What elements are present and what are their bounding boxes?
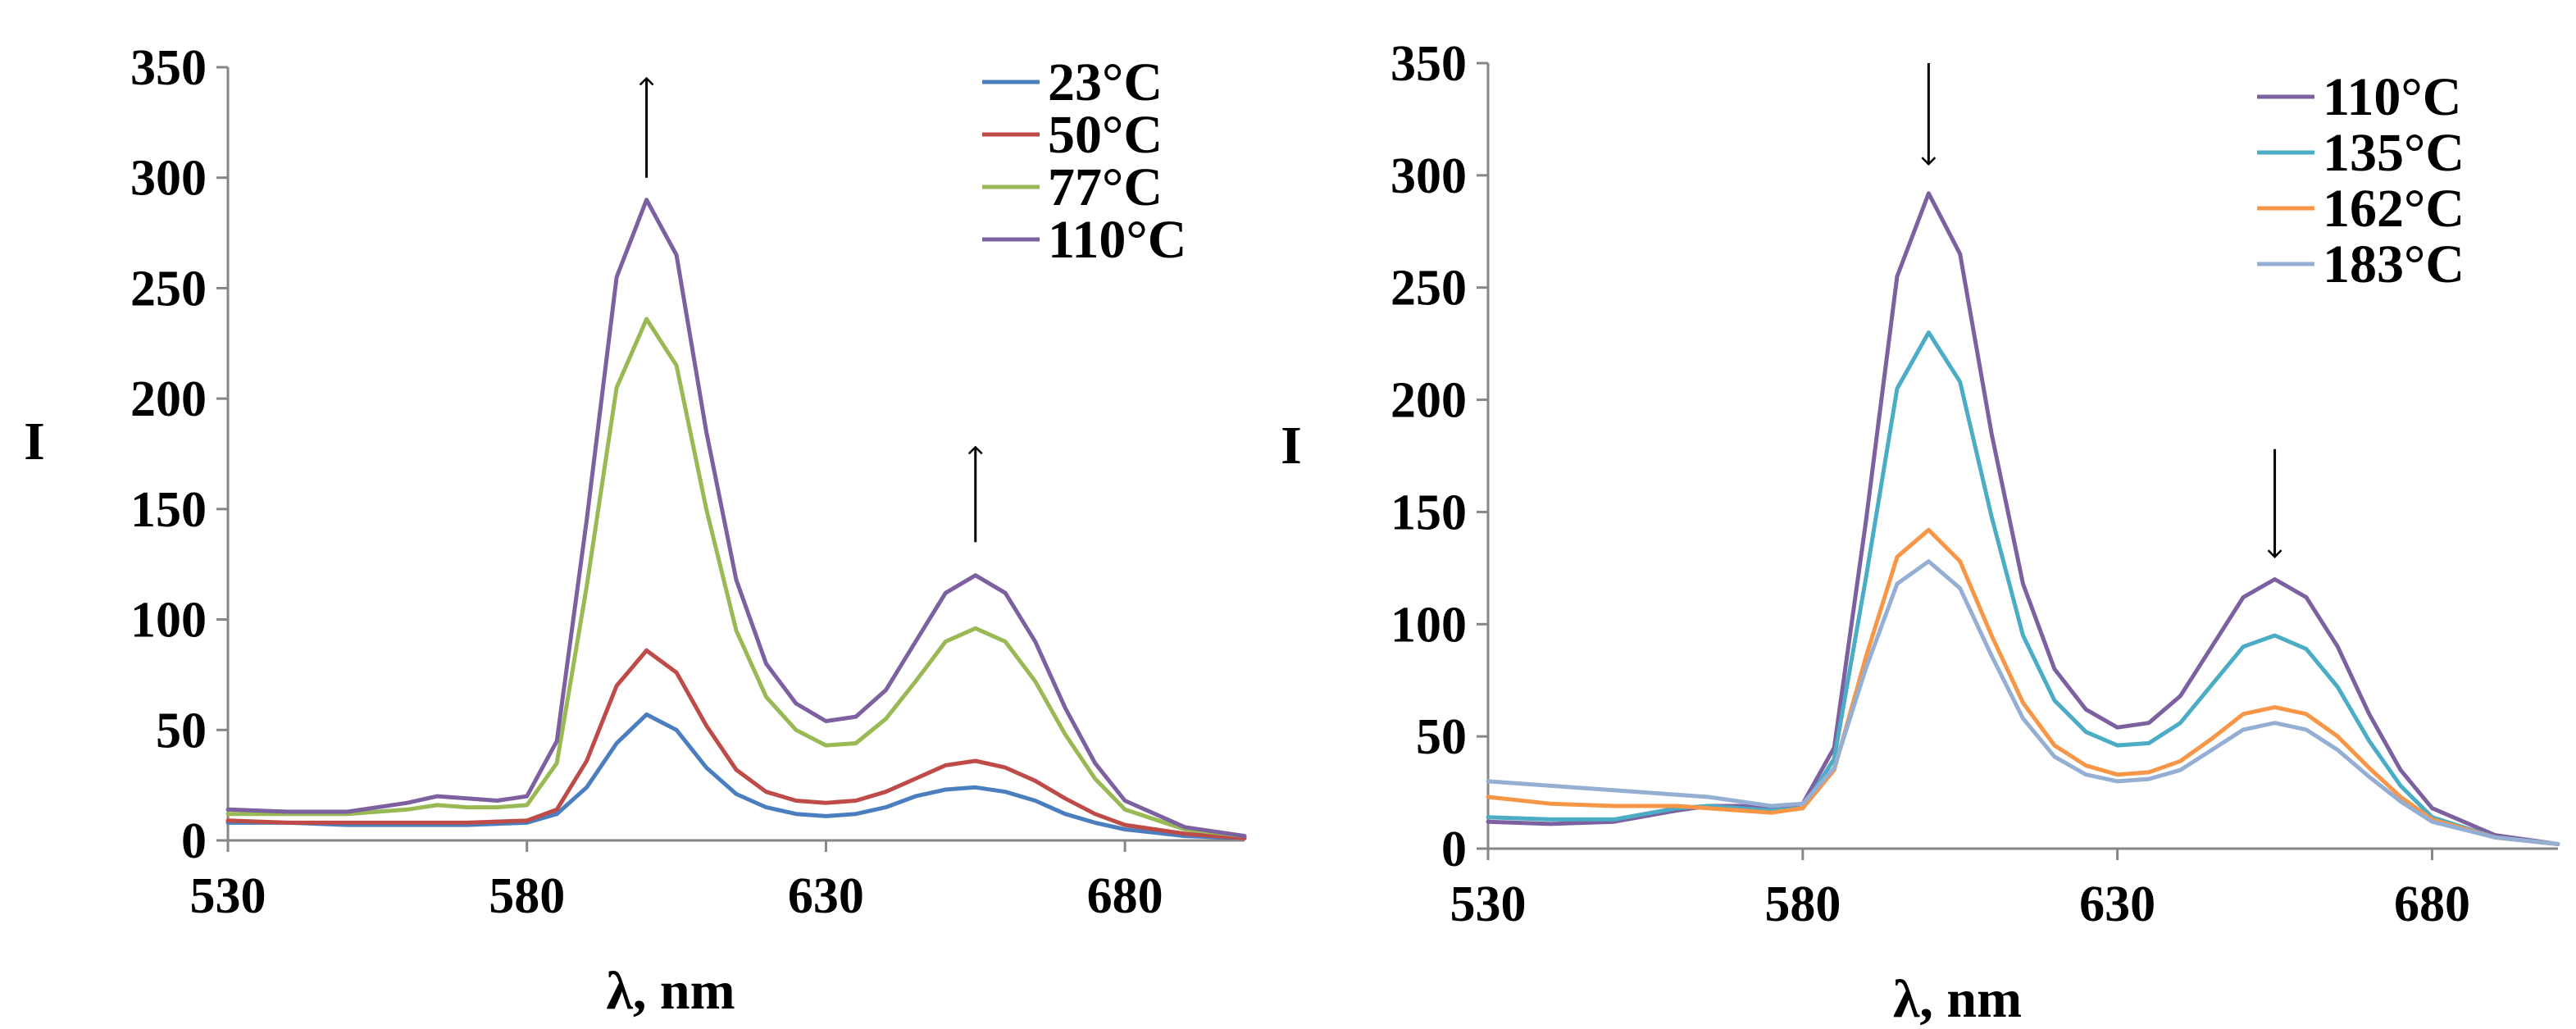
y-tick-label: 0 — [181, 813, 207, 869]
chart-left: 0 50 100 150 200 250 300 350 530 580 630 680 λ, nm I 2… — [24, 40, 1247, 1021]
series-line-77°C — [225, 316, 1247, 839]
y-tick-label: 300 — [1390, 148, 1467, 204]
y-tick-label: 250 — [130, 261, 207, 316]
chart-right: 0 50 100 150 200 250 300 350 530 580 630 680 λ, nm I 1… — [1281, 36, 2560, 1029]
y-tick-label: 200 — [130, 371, 207, 427]
y-tick-label: 50 — [156, 703, 207, 758]
legend-label: 50°C — [1048, 105, 1163, 165]
y-tick-label: 300 — [130, 151, 207, 207]
series-line-50°C — [225, 648, 1247, 840]
y-tick-label: 0 — [1441, 822, 1467, 877]
x-axis-label: λ, nm — [1893, 969, 2022, 1029]
x-tick-label: 580 — [489, 868, 565, 924]
y-tick-label: 150 — [130, 482, 207, 538]
y-tick-label: 100 — [130, 593, 207, 649]
y-tick-label: 100 — [1390, 597, 1467, 653]
x-tick-label: 530 — [190, 868, 266, 924]
y-tick-label: 250 — [1390, 261, 1467, 316]
x-tick-label: 630 — [788, 868, 864, 924]
y-tick-label: 350 — [130, 40, 207, 96]
y-axis-label: I — [1281, 416, 1302, 476]
y-axis-label: I — [24, 412, 45, 471]
legend-label: 77°C — [1048, 157, 1163, 217]
y-tick-label: 350 — [1390, 36, 1467, 92]
x-tick-label: 630 — [2079, 876, 2155, 932]
legend-label: 162°C — [2323, 179, 2464, 239]
y-tick-label: 200 — [1390, 373, 1467, 429]
series-line-162°C — [1486, 527, 2560, 846]
series-line-110°C — [225, 198, 1247, 839]
x-axis-label: λ, nm — [606, 961, 735, 1021]
legend-label: 110°C — [1048, 210, 1186, 270]
legend-label: 23°C — [1048, 52, 1163, 112]
legend-label: 110°C — [2323, 67, 2461, 127]
x-tick-label: 580 — [1764, 876, 1841, 932]
x-tick-label: 680 — [1087, 868, 1163, 924]
x-tick-label: 680 — [2394, 876, 2470, 932]
legend-label: 135°C — [2323, 123, 2464, 183]
series-line-183°C — [1486, 559, 2560, 846]
legend-label: 183°C — [2323, 234, 2464, 294]
series-line-135°C — [1486, 330, 2560, 846]
x-tick-label: 530 — [1450, 876, 1527, 932]
series-line-23°C — [225, 712, 1247, 840]
y-tick-label: 50 — [1416, 709, 1467, 765]
y-tick-label: 150 — [1390, 485, 1467, 540]
